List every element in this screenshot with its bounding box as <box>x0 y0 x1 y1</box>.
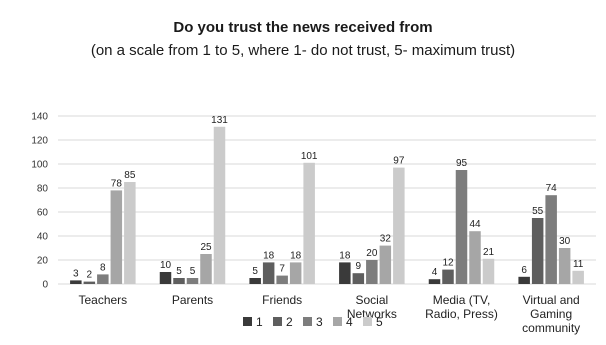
category-label: Virtual and <box>523 293 580 307</box>
bar <box>173 278 185 284</box>
data-label: 6 <box>521 265 527 276</box>
data-label: 131 <box>211 115 228 126</box>
bars <box>70 126 584 284</box>
data-label: 101 <box>301 151 318 162</box>
bar <box>339 262 351 284</box>
data-label: 44 <box>469 219 481 230</box>
y-tick-label: 140 <box>31 112 48 123</box>
bar <box>124 182 136 284</box>
y-tick-label: 100 <box>31 160 48 171</box>
category-label: Radio, Press) <box>425 307 498 321</box>
data-label: 7 <box>279 264 285 275</box>
y-tick-label: 60 <box>37 208 49 219</box>
category-label: Parents <box>172 293 213 307</box>
bar <box>352 273 365 284</box>
bar <box>262 262 275 284</box>
bar <box>469 231 481 284</box>
data-label: 18 <box>263 250 275 261</box>
bar <box>213 126 226 284</box>
category-label: Media (TV, <box>433 293 491 307</box>
bar <box>379 245 392 284</box>
bar <box>249 278 261 284</box>
data-label: 20 <box>366 248 378 259</box>
category-label: Social <box>355 293 388 307</box>
legend-label: 4 <box>346 315 353 329</box>
category-label: Gaming <box>530 307 572 321</box>
legend-label: 1 <box>256 315 263 329</box>
legend-label: 5 <box>376 315 383 329</box>
data-label: 74 <box>546 183 558 194</box>
y-tick-label: 0 <box>42 280 48 291</box>
data-label: 3 <box>73 268 79 279</box>
bar <box>366 260 378 284</box>
data-label: 95 <box>456 158 468 169</box>
data-label: 5 <box>252 266 258 277</box>
y-tick-label: 120 <box>31 136 48 147</box>
bar <box>200 254 212 284</box>
data-label: 78 <box>111 178 123 189</box>
bar <box>289 262 302 284</box>
data-label: 12 <box>442 258 454 269</box>
data-label: 5 <box>176 266 182 277</box>
bar <box>83 281 96 284</box>
legend: 1 2 3 4 5 <box>243 315 383 329</box>
bar <box>518 276 530 284</box>
data-label: 21 <box>483 247 495 258</box>
data-label: 11 <box>573 259 584 270</box>
data-label: 32 <box>380 234 392 245</box>
bar <box>70 280 82 284</box>
category-label: community <box>522 321 580 335</box>
bar <box>303 162 315 284</box>
bar <box>455 170 468 284</box>
y-tick-label: 40 <box>37 232 49 243</box>
legend-swatch <box>303 317 312 326</box>
legend-swatch <box>333 317 342 326</box>
category-label: Networks <box>347 307 397 321</box>
data-label: 85 <box>124 170 136 181</box>
data-label: 97 <box>393 156 405 167</box>
data-label: 30 <box>559 236 571 247</box>
bar <box>545 195 557 284</box>
category-label: Teachers <box>78 293 127 307</box>
bar <box>186 278 199 284</box>
bar <box>428 279 441 284</box>
y-tick-label: 20 <box>37 256 49 267</box>
bar <box>442 269 454 284</box>
category-label: Friends <box>262 293 302 307</box>
data-label: 9 <box>356 261 362 272</box>
bar <box>482 258 495 284</box>
data-label: 8 <box>100 262 106 273</box>
data-label: 5 <box>190 266 196 277</box>
gridlines <box>58 115 596 285</box>
bar <box>393 167 405 284</box>
y-axis-ticks: 0 20 40 60 80 100 120 140 <box>31 112 48 291</box>
legend-swatch <box>243 317 252 326</box>
y-tick-label: 80 <box>37 184 49 195</box>
chart-title: Do you trust the news received from <box>173 19 432 36</box>
data-label: 18 <box>339 250 351 261</box>
bar <box>531 218 544 284</box>
legend-label: 2 <box>286 315 293 329</box>
data-label: 25 <box>200 242 212 253</box>
data-label: 4 <box>432 267 438 278</box>
bar <box>572 270 584 284</box>
data-label: 18 <box>290 250 302 261</box>
chart-subtitle: (on a scale from 1 to 5, where 1- do not… <box>91 42 515 59</box>
bar <box>110 190 123 284</box>
legend-label: 3 <box>316 315 323 329</box>
bar <box>159 272 172 284</box>
data-label: 55 <box>532 206 544 217</box>
bar <box>276 275 288 284</box>
data-label: 10 <box>160 260 172 271</box>
data-label: 2 <box>87 270 93 281</box>
legend-swatch <box>363 317 372 326</box>
bar <box>97 274 109 284</box>
legend-swatch <box>273 317 282 326</box>
bar <box>558 248 571 284</box>
